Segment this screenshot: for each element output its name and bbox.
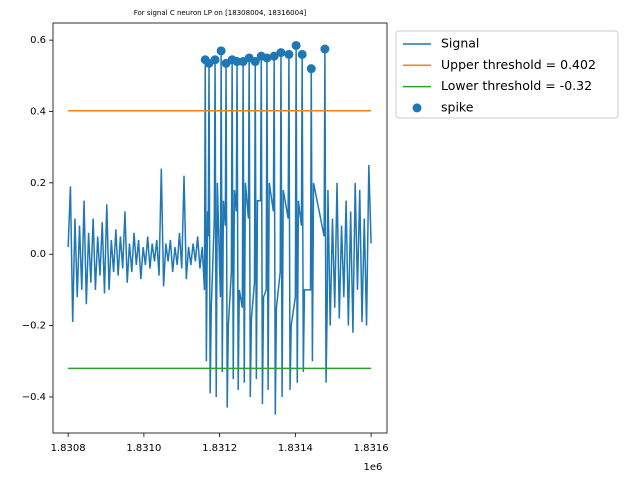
- legend-label: Upper threshold = 0.402: [441, 57, 596, 72]
- x-tick-label: 1.8314: [278, 443, 313, 454]
- x-tick-label: 1.8308: [51, 443, 86, 454]
- legend-box: [395, 30, 619, 119]
- x-tick-label: 1.8316: [354, 443, 389, 454]
- spike-point: [269, 51, 279, 61]
- axes-frame: [52, 22, 388, 434]
- x-tick-label: 1.8310: [126, 443, 161, 454]
- x-tick-label: 1.8312: [202, 443, 237, 454]
- y-tick-label: 0.2: [30, 178, 46, 189]
- spike-point: [284, 49, 294, 59]
- legend-label: Lower threshold = -0.32: [441, 78, 592, 93]
- x-offset-label: 1e6: [364, 462, 383, 473]
- spike-point: [250, 57, 260, 67]
- legend-label: spike: [441, 99, 474, 114]
- spike-point: [262, 53, 272, 63]
- y-tick-label: 0.4: [30, 106, 46, 117]
- spike-point: [210, 55, 220, 65]
- y-tick-label: 0.6: [30, 35, 46, 46]
- spike-point: [297, 49, 307, 59]
- y-tick-label: 0.0: [30, 249, 46, 260]
- spike-point: [306, 64, 316, 74]
- legend-marker: [412, 103, 422, 113]
- spike-point: [320, 44, 330, 54]
- y-tick-label: −0.4: [22, 392, 46, 403]
- legend-label: Signal: [441, 36, 479, 51]
- spike-point: [216, 46, 226, 56]
- spike-point: [276, 48, 286, 58]
- spike-point: [291, 40, 301, 50]
- series-line: [67, 45, 372, 415]
- chart-title: For signal C neuron LP on [18308004, 183…: [134, 9, 307, 17]
- y-tick-label: −0.2: [22, 321, 46, 332]
